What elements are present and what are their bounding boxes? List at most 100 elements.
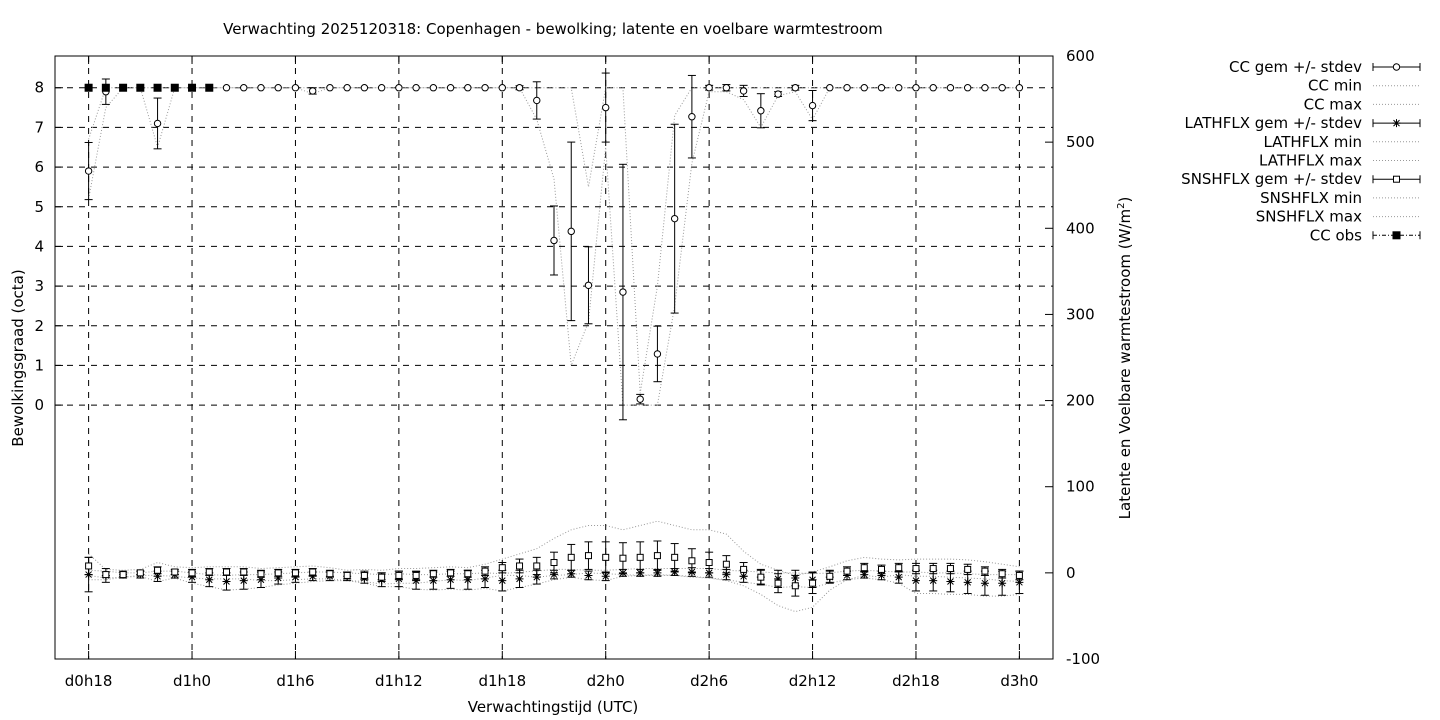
point-lathflx-gem-stdev	[308, 572, 317, 581]
point-snshflx-gem-stdev	[102, 571, 110, 579]
point-cc-gem-stdev	[808, 101, 817, 110]
y2-tick-label: 400	[1066, 219, 1095, 237]
x-tick-label: d1h12	[375, 672, 423, 690]
point-cc-gem-stdev	[946, 84, 955, 92]
point-cc-gem-stdev	[481, 84, 489, 92]
point-lathflx-gem-stdev	[515, 574, 524, 583]
y2-axis-label-sup: 2	[1116, 203, 1127, 209]
point-snshflx-gem-stdev	[826, 572, 834, 580]
point-cc-gem-stdev	[498, 84, 506, 92]
x-tick-label: d2h6	[690, 672, 728, 690]
point-lathflx-gem-stdev	[911, 576, 920, 585]
point-cc-gem-stdev	[257, 84, 265, 92]
y2-tick-label: 500	[1066, 133, 1095, 151]
point-snshflx-gem-stdev	[705, 559, 713, 567]
point-lathflx-gem-stdev	[222, 577, 231, 586]
point-snshflx-gem-stdev	[774, 579, 782, 587]
legend-label: SNSHFLX min	[1260, 189, 1362, 207]
curves	[88, 87, 1020, 613]
point-lathflx-gem-stdev	[446, 575, 455, 584]
point-snshflx-gem-stdev	[378, 573, 386, 581]
point-lathflx-gem-stdev	[239, 576, 248, 585]
point-snshflx-gem-stdev	[291, 569, 299, 577]
point-snshflx-gem-stdev	[619, 554, 627, 562]
point-lathflx-gem-stdev	[567, 569, 576, 578]
point-cc-gem-stdev	[998, 84, 1006, 92]
point-cc-gem-stdev	[774, 90, 782, 98]
point-cc-obs	[170, 83, 179, 92]
point-snshflx-gem-stdev	[309, 568, 317, 576]
point-snshflx-gem-stdev	[895, 564, 903, 572]
point-snshflx-gem-stdev	[567, 553, 575, 561]
point-cc-gem-stdev	[705, 84, 713, 92]
point-cc-gem-stdev	[308, 87, 317, 95]
point-lathflx-gem-stdev	[963, 578, 972, 587]
legend-swatch-marker	[1393, 175, 1400, 183]
legend-label: CC obs	[1310, 226, 1362, 244]
y2-tick-label: 100	[1066, 478, 1095, 496]
point-cc-gem-stdev	[757, 107, 765, 115]
legend-swatch-marker	[1392, 231, 1401, 240]
legend-swatch-marker	[1392, 63, 1401, 71]
y-tick-label: 6	[34, 158, 44, 176]
legend-label: SNSHFLX gem +/- stdev	[1181, 170, 1362, 188]
point-snshflx-gem-stdev	[481, 567, 489, 575]
point-cc-gem-stdev	[912, 84, 920, 92]
point-lathflx-gem-stdev	[205, 575, 214, 584]
x-tick-label: d0h18	[65, 672, 113, 690]
point-cc-gem-stdev	[567, 227, 575, 236]
point-snshflx-gem-stdev	[809, 579, 817, 587]
point-cc-gem-stdev	[446, 84, 455, 92]
point-lathflx-gem-stdev	[550, 570, 558, 579]
data-marks	[84, 72, 1024, 597]
plot-frame	[54, 55, 1054, 660]
point-snshflx-gem-stdev	[843, 567, 851, 575]
y2-axis-label: Latente en Voelbare warmtestroom (W/m2)	[1116, 197, 1134, 520]
point-lathflx-gem-stdev	[722, 570, 731, 579]
point-cc-gem-stdev	[291, 84, 300, 92]
point-snshflx-gem-stdev	[154, 566, 162, 574]
y2-axis-label-main: Latente en Voelbare warmtestroom (W/m	[1116, 209, 1134, 519]
point-snshflx-gem-stdev	[877, 565, 885, 573]
legend-label: CC max	[1304, 95, 1363, 113]
x-tick-label: d3h0	[1000, 672, 1038, 690]
point-lathflx-gem-stdev	[946, 577, 955, 586]
point-cc-gem-stdev	[688, 112, 696, 121]
point-cc-gem-stdev	[84, 167, 93, 175]
point-snshflx-gem-stdev	[740, 565, 748, 573]
point-lathflx-gem-stdev	[929, 576, 938, 585]
point-cc-gem-stdev	[963, 84, 972, 92]
point-snshflx-gem-stdev	[85, 562, 93, 570]
chart-title: Verwachting 2025120318: Copenhagen - bew…	[223, 20, 883, 38]
point-lathflx-gem-stdev	[998, 579, 1007, 588]
point-lathflx-gem-stdev	[894, 573, 903, 582]
point-lathflx-gem-stdev	[153, 572, 162, 581]
point-lathflx-gem-stdev	[412, 576, 421, 585]
point-cc-obs	[188, 83, 197, 92]
point-snshflx-gem-stdev	[205, 568, 213, 576]
x-tick-label: d1h6	[276, 672, 314, 690]
y-tick-label: 5	[34, 198, 44, 216]
point-cc-gem-stdev	[550, 236, 558, 245]
point-cc-gem-stdev	[326, 84, 334, 92]
point-lathflx-gem-stdev	[274, 574, 283, 583]
point-cc-gem-stdev	[515, 84, 524, 92]
point-cc-gem-stdev	[584, 281, 593, 289]
point-cc-gem-stdev	[791, 84, 800, 92]
point-lathflx-gem-stdev	[653, 568, 662, 577]
point-lathflx-gem-stdev	[291, 573, 300, 582]
point-snshflx-gem-stdev	[929, 565, 937, 573]
point-cc-gem-stdev	[240, 84, 248, 92]
point-cc-gem-stdev	[343, 84, 351, 92]
y-tick-label: 4	[34, 237, 44, 255]
y2-tick-label: 0	[1066, 564, 1076, 582]
point-cc-obs	[84, 83, 93, 92]
point-snshflx-gem-stdev	[981, 567, 989, 575]
point-snshflx-gem-stdev	[998, 570, 1006, 578]
point-snshflx-gem-stdev	[343, 571, 351, 579]
y-tick-label: 7	[34, 118, 44, 136]
point-snshflx-gem-stdev	[171, 568, 179, 576]
point-cc-obs	[153, 83, 162, 92]
point-cc-gem-stdev	[860, 84, 868, 92]
